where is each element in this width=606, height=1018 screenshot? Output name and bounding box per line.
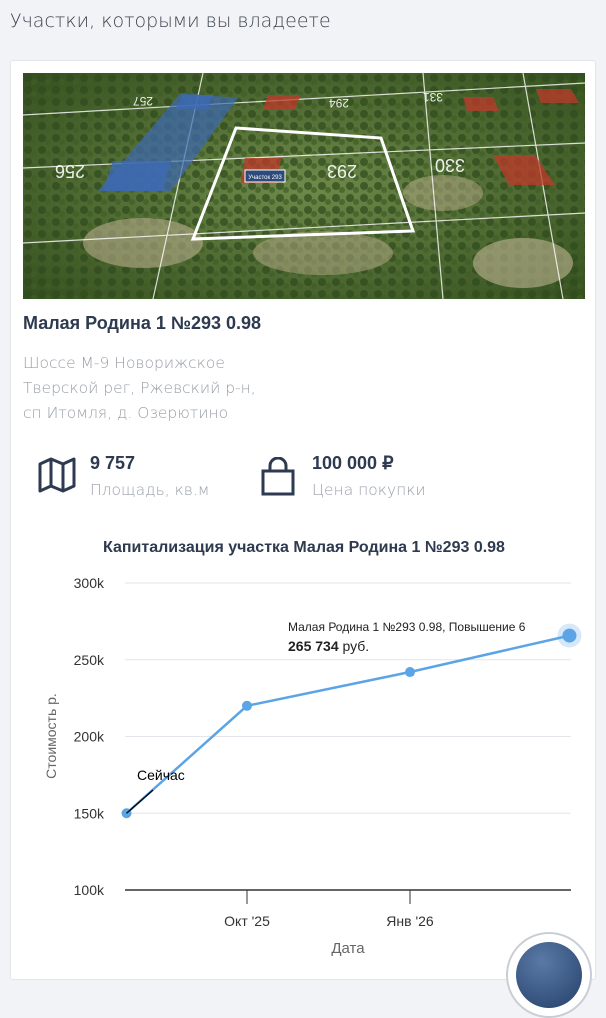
y-tick-label: 200k [74, 729, 105, 745]
x-tick-label: Окт '25 [224, 913, 270, 929]
address-line: Тверской рег, Ржевский р-н, [23, 379, 256, 397]
plot-address: Шоссе М-9 Новорижское Тверской рег, Ржев… [23, 351, 256, 426]
y-tick-label: 150k [74, 805, 105, 821]
aerial-image: Участок 293 256 257 293 294 330 331 [23, 73, 585, 299]
y-tick-label: 250k [74, 652, 105, 668]
floating-action-button[interactable] [506, 932, 592, 1018]
y-tick-label: 100k [74, 882, 105, 898]
plot-badge: Участок 293 [248, 175, 282, 181]
plot-number: 256 [55, 161, 85, 181]
plot-number: 294 [329, 96, 349, 110]
chart-title: Капитализация участка Малая Родина 1 №29… [103, 539, 505, 556]
data-point [562, 628, 577, 643]
y-tick-label: 300k [74, 575, 105, 591]
tooltip-series: Малая Родина 1 №293 0.98, Повышение 6 [288, 620, 526, 634]
x-axis-label: Дата [331, 940, 365, 957]
y-axis-label: Стоимость р. [43, 693, 59, 779]
annotation-connector [126, 789, 154, 814]
plot-number: 257 [133, 94, 153, 108]
section-title: Участки, которыми вы владеете [10, 10, 331, 32]
capitalization-chart: 100k 150k 200k 250k 300k Окт '25 Янв '26 Дата Ст… [43, 575, 582, 957]
plot-number: 331 [423, 90, 443, 104]
shopping-bag-icon [261, 457, 295, 496]
plot-number: 330 [435, 155, 465, 175]
plot-number: 293 [327, 161, 357, 181]
data-point [242, 700, 252, 711]
data-point [405, 667, 415, 678]
address-line: сп Итомля, д. Озерютино [23, 404, 229, 422]
map-icon [38, 457, 76, 493]
area-label: Площадь, кв.м [90, 481, 210, 499]
plot-card[interactable]: Участок 293 256 257 293 294 330 331 Мала… [10, 60, 596, 980]
plot-title[interactable]: Малая Родина 1 №293 0.98 [23, 313, 262, 333]
address-line: Шоссе М-9 Новорижское [23, 354, 225, 372]
price-label: Цена покупки [312, 481, 426, 499]
tooltip-amount: 265 734 [288, 638, 339, 654]
plot-aerial-photo[interactable]: Участок 293 256 257 293 294 330 331 [23, 73, 585, 299]
fab-icon [516, 942, 582, 1008]
annotation-label: Сейчас [137, 767, 185, 783]
x-tick-label: Янв '26 [386, 913, 434, 929]
price-value: 100 000 ₽ [312, 453, 394, 473]
series-line [125, 634, 570, 815]
tooltip-unit: руб. [339, 638, 370, 654]
area-value: 9 757 [90, 453, 136, 473]
tooltip-value: 265 734 руб. [288, 638, 369, 654]
